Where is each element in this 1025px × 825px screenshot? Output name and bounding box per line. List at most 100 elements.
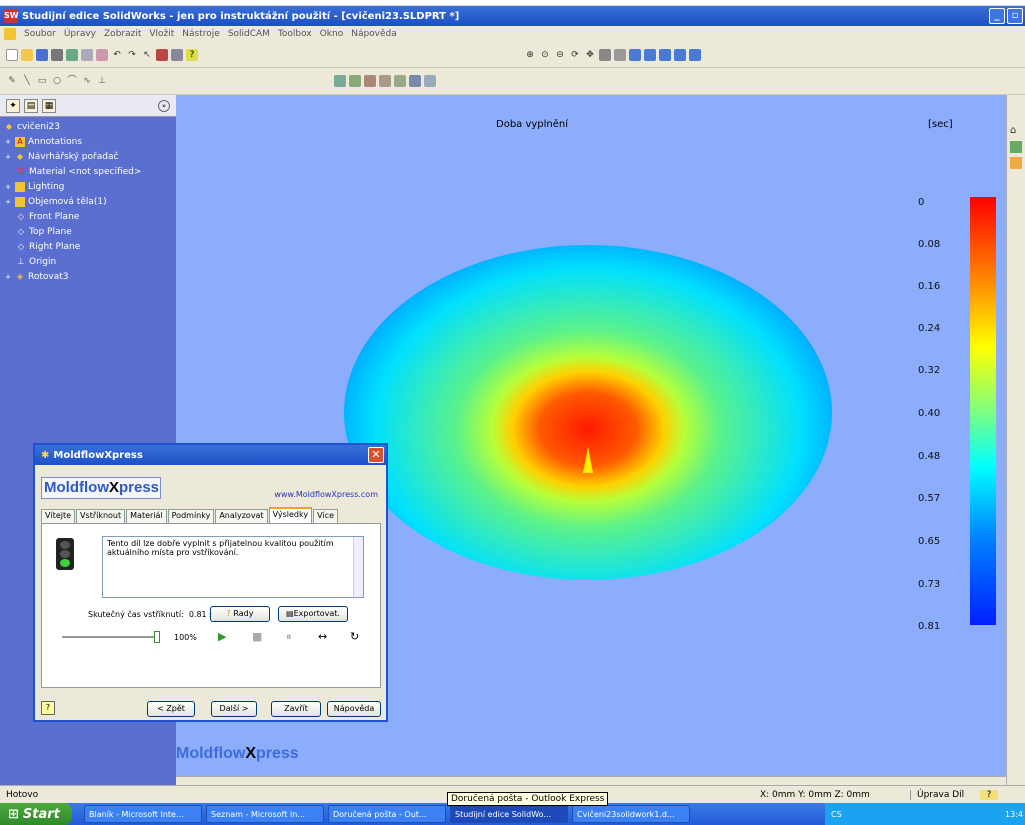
cut-icon[interactable] — [66, 48, 78, 61]
redo-icon[interactable]: ↷ — [128, 49, 136, 60]
tree-item-annotations[interactable]: + A Annotations — [5, 136, 83, 147]
extrude-icon[interactable] — [334, 75, 346, 87]
pattern-icon[interactable] — [424, 75, 436, 87]
animation-slider[interactable] — [62, 636, 156, 638]
tree-root[interactable]: ◆ cvičeni23 — [5, 121, 60, 132]
options-icon[interactable] — [171, 48, 183, 61]
library-icon[interactable] — [1010, 141, 1022, 153]
wireframe-icon[interactable] — [599, 48, 611, 61]
bounce-icon[interactable]: ↔ — [318, 630, 328, 643]
task-outlook[interactable]: Doručená pošta - Out... — [328, 805, 446, 823]
task-word[interactable]: Cvičeni23solidwork1.d... — [572, 805, 690, 823]
slider-thumb[interactable] — [154, 631, 160, 643]
home-icon[interactable]: ⌂ — [1010, 125, 1017, 136]
view-iso-icon[interactable] — [689, 48, 701, 61]
minimize-button[interactable]: _ — [989, 8, 1005, 24]
expand-panel-icon[interactable]: » — [158, 99, 170, 112]
stop-icon[interactable]: ■ — [252, 630, 263, 643]
explorer-icon[interactable] — [1010, 157, 1022, 169]
new-icon[interactable] — [6, 48, 18, 61]
expand-icon[interactable]: + — [5, 182, 11, 191]
menu-toolbox[interactable]: Toolbox — [277, 29, 312, 39]
tree-item-solid-bodies[interactable]: + Objemová těla(1) — [5, 196, 107, 207]
menu-file[interactable]: Soubor — [24, 29, 56, 39]
rotate-icon[interactable]: ⟳ — [571, 49, 579, 60]
dimension-icon[interactable]: ⊥ — [98, 76, 106, 86]
help-icon[interactable]: ? — [186, 48, 198, 61]
maximize-button[interactable]: ▫ — [1007, 8, 1023, 24]
zoom-fit-icon[interactable]: ⊕ — [526, 49, 534, 60]
close-button[interactable]: Zavřít — [271, 701, 321, 717]
copy-icon[interactable] — [81, 48, 93, 61]
sketch-icon[interactable]: ✎ — [8, 76, 16, 86]
menu-edit[interactable]: Úpravy — [63, 29, 97, 39]
zoom-area-icon[interactable]: ⊙ — [541, 49, 549, 60]
language-indicator[interactable]: CS — [831, 809, 842, 819]
tree-item-design-binder[interactable]: + ◆ Návrhářský pořadač — [5, 151, 119, 162]
revolve-icon[interactable] — [349, 75, 361, 87]
shaded-icon[interactable] — [629, 48, 641, 61]
menu-solidcam[interactable]: SolidCAM — [227, 29, 270, 39]
menu-insert[interactable]: Vložit — [149, 29, 175, 39]
config-tab-icon[interactable]: ▦ — [42, 98, 56, 113]
horizontal-scrollbar[interactable] — [176, 776, 1006, 785]
pause-icon[interactable]: ⏸ — [286, 630, 292, 643]
rectangle-icon[interactable]: ▭ — [37, 76, 47, 86]
start-button[interactable]: ⊞ Start — [0, 803, 72, 825]
expand-icon[interactable]: + — [5, 272, 11, 281]
back-button[interactable]: < Zpět — [147, 701, 195, 717]
tab-welcome[interactable]: Vítejte — [41, 509, 76, 523]
open-icon[interactable] — [21, 48, 33, 61]
moldflow-link[interactable]: www.MoldflowXpress.com — [274, 490, 378, 499]
feature-tree-tab-icon[interactable]: ✦ — [6, 98, 20, 113]
rebuild-icon[interactable] — [156, 48, 168, 61]
task-solidworks[interactable]: Studijní edice SolidWo... — [450, 805, 568, 823]
tree-item-revolve[interactable]: + ◈ Rotovat3 — [5, 271, 69, 282]
shell-icon[interactable] — [409, 75, 421, 87]
tree-item-front-plane[interactable]: ◇ Front Plane — [17, 211, 80, 222]
dialog-close-button[interactable]: ✕ — [368, 447, 384, 463]
next-button[interactable]: Další > — [211, 701, 257, 717]
loop-icon[interactable]: ↻ — [350, 630, 360, 643]
hidden-lines-icon[interactable] — [614, 48, 626, 61]
menu-tools[interactable]: Nástroje — [182, 29, 220, 39]
tree-item-top-plane[interactable]: ◇ Top Plane — [17, 226, 72, 237]
select-icon[interactable]: ↖ — [143, 49, 151, 60]
export-button[interactable]: ▤Exportovat. — [278, 606, 348, 622]
menu-view[interactable]: Zobrazit — [104, 29, 142, 39]
tree-item-lighting[interactable]: + Lighting — [5, 181, 65, 192]
view-front-icon[interactable] — [644, 48, 656, 61]
tree-item-origin[interactable]: ⊥ Origin — [17, 256, 57, 267]
status-help-icon[interactable]: ? — [980, 789, 998, 800]
tab-analyze[interactable]: Analyzovat — [215, 509, 268, 523]
tab-inject[interactable]: Vstříknout — [76, 509, 126, 523]
zoom-icon[interactable]: ⊖ — [556, 49, 564, 60]
help-button[interactable]: Nápověda — [327, 701, 381, 717]
menu-window[interactable]: Okno — [319, 29, 344, 39]
view-top-icon[interactable] — [659, 48, 671, 61]
tab-results[interactable]: Výsledky — [268, 507, 313, 523]
solidworks-menu-icon[interactable] — [4, 28, 16, 40]
spline-icon[interactable]: ∿ — [83, 76, 91, 86]
arc-icon[interactable]: ⌒ — [67, 76, 77, 86]
tab-conditions[interactable]: Podmínky — [167, 509, 215, 523]
menu-help[interactable]: Nápověda — [351, 29, 397, 39]
pan-icon[interactable]: ✥ — [586, 49, 594, 60]
print-icon[interactable] — [51, 48, 63, 61]
expand-icon[interactable]: + — [5, 152, 11, 161]
expand-icon[interactable]: + — [5, 137, 11, 146]
dialog-help-icon[interactable]: ? — [41, 701, 55, 715]
task-ie-seznam[interactable]: Seznam - Microsoft In... — [206, 805, 324, 823]
save-icon[interactable] — [36, 48, 48, 61]
tab-material[interactable]: Materiál — [126, 509, 167, 523]
property-tab-icon[interactable]: ▤ — [24, 98, 38, 113]
tab-more[interactable]: Více — [313, 509, 339, 523]
line-icon[interactable]: ╲ — [24, 76, 30, 86]
circle-icon[interactable]: ○ — [53, 76, 61, 86]
undo-icon[interactable]: ↶ — [113, 49, 121, 60]
chamfer-icon[interactable] — [394, 75, 406, 87]
cut-extrude-icon[interactable] — [364, 75, 376, 87]
paste-icon[interactable] — [96, 48, 108, 61]
tree-item-right-plane[interactable]: ◇ Right Plane — [17, 241, 81, 252]
message-scrollbar[interactable] — [353, 537, 363, 597]
